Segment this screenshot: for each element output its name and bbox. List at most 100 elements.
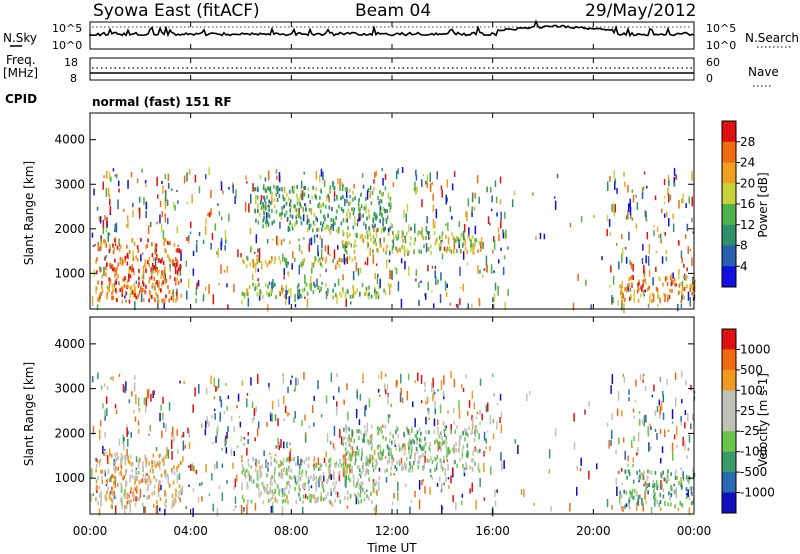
scatter-cell xyxy=(252,183,254,192)
scatter-cell xyxy=(259,469,261,479)
scatter-cell xyxy=(556,173,559,179)
data-cell xyxy=(386,444,389,449)
data-cell xyxy=(362,184,365,189)
data-cell xyxy=(303,192,306,197)
data-cell xyxy=(101,289,104,294)
data-cell xyxy=(474,433,477,438)
scatter-cell xyxy=(346,256,349,264)
data-cell xyxy=(100,241,102,246)
data-cell xyxy=(670,487,673,492)
data-cell xyxy=(266,483,269,488)
scatter-cell xyxy=(193,465,195,472)
data-cell xyxy=(658,502,660,507)
data-cell xyxy=(438,243,440,248)
data-cell xyxy=(175,291,178,296)
data-cell xyxy=(125,480,127,485)
data-cell xyxy=(667,293,669,298)
data-cell xyxy=(424,436,426,441)
data-cell xyxy=(143,262,146,267)
scatter-cell xyxy=(98,216,101,222)
data-cell xyxy=(268,498,270,503)
data-cell xyxy=(357,451,359,456)
scatter-cell xyxy=(458,400,460,411)
data-cell xyxy=(158,479,160,484)
scatter-cell xyxy=(396,509,398,514)
scatter-cell xyxy=(315,485,317,492)
scatter-cell xyxy=(384,383,386,392)
data-cell xyxy=(97,475,99,480)
scatter-cell xyxy=(221,447,223,451)
data-cell xyxy=(385,248,388,253)
data-cell xyxy=(646,469,649,474)
scatter-cell xyxy=(632,408,635,413)
data-cell xyxy=(379,243,382,248)
scatter-cell xyxy=(185,260,188,267)
data-cell xyxy=(477,449,480,454)
data-cell xyxy=(166,473,169,478)
data-cell xyxy=(360,499,362,504)
data-cell xyxy=(335,490,337,495)
data-cell xyxy=(332,295,334,300)
scatter-cell xyxy=(391,501,394,505)
data-cell xyxy=(381,213,383,218)
scatter-cell xyxy=(654,195,657,201)
data-cell xyxy=(446,246,449,251)
scatter-cell xyxy=(213,377,216,387)
scatter-cell xyxy=(635,452,638,456)
data-cell xyxy=(132,256,135,261)
data-cell xyxy=(241,291,244,296)
data-cell xyxy=(142,502,144,507)
data-cell xyxy=(686,495,688,500)
data-cell xyxy=(177,280,180,285)
scatter-cell xyxy=(134,286,136,295)
scatter-cell xyxy=(281,488,284,496)
data-cell xyxy=(443,455,445,460)
data-cell xyxy=(180,487,182,492)
data-cell xyxy=(141,289,143,294)
scatter-cell xyxy=(662,394,665,403)
scatter-cell xyxy=(225,237,227,244)
scatter-cell xyxy=(169,263,171,270)
data-cell xyxy=(346,234,349,239)
data-cell xyxy=(373,482,376,487)
data-cell xyxy=(274,480,276,484)
scatter-cell xyxy=(283,441,285,449)
data-cell xyxy=(628,472,631,477)
data-cell xyxy=(407,430,410,435)
scatter-cell xyxy=(631,189,634,193)
scatter-cell xyxy=(688,507,691,516)
scatter-cell xyxy=(320,168,323,177)
data-cell xyxy=(627,469,630,474)
data-cell xyxy=(367,286,369,291)
scatter-cell xyxy=(327,245,329,255)
data-cell xyxy=(347,208,350,213)
noise-left-tick-bottom: 10^0 xyxy=(52,39,82,52)
data-cell xyxy=(311,262,313,267)
scatter-cell xyxy=(305,493,307,499)
colorbar-tick-label: 1000 xyxy=(740,342,771,356)
data-cell xyxy=(266,473,268,478)
data-cell xyxy=(404,464,406,469)
data-cell xyxy=(282,462,285,466)
scatter-cell xyxy=(444,280,447,291)
data-cell xyxy=(374,288,376,293)
data-cell xyxy=(315,216,317,221)
data-cell xyxy=(157,493,160,497)
data-cell xyxy=(247,292,249,297)
data-cell xyxy=(119,498,122,503)
data-cell xyxy=(342,232,345,237)
data-cell xyxy=(161,298,163,303)
scatter-cell xyxy=(462,283,465,292)
data-cell xyxy=(361,447,363,452)
data-cell xyxy=(329,185,332,190)
scatter-cell xyxy=(268,281,271,286)
scatter-cell xyxy=(673,167,676,176)
colorbar-segment xyxy=(722,369,736,391)
scatter-cell xyxy=(126,223,128,228)
data-cell xyxy=(338,227,340,232)
data-cell xyxy=(304,185,307,190)
scatter-cell xyxy=(433,388,435,399)
data-cell xyxy=(346,187,348,192)
data-cell xyxy=(338,263,341,268)
data-cell xyxy=(312,476,314,481)
